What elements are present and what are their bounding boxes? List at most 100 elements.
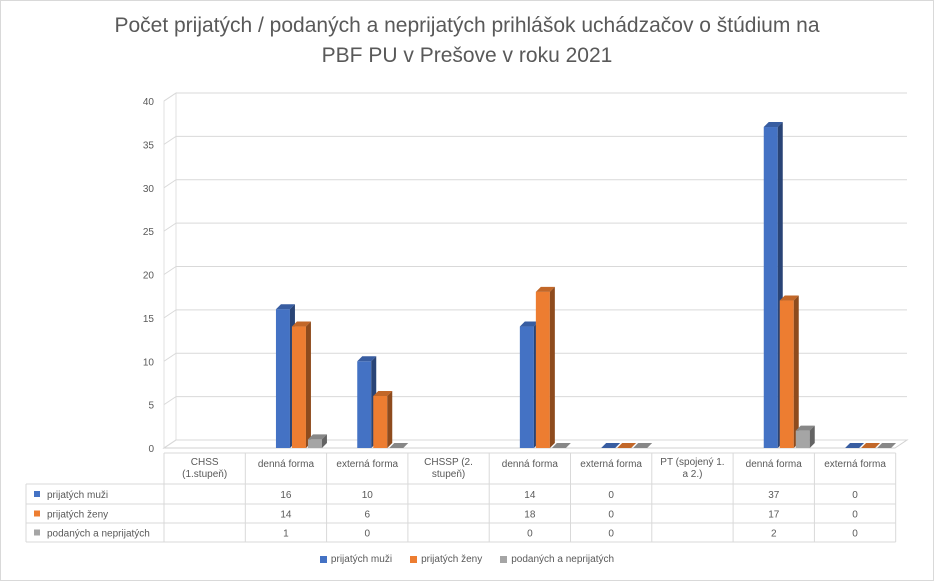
data-label: 2 xyxy=(771,529,777,540)
data-label: 14 xyxy=(524,490,536,501)
bar-top-face xyxy=(275,304,295,310)
y-tick-label: 0 xyxy=(148,444,154,455)
table-legend-key xyxy=(34,510,40,517)
y-tick-label: 10 xyxy=(143,357,155,368)
bar-top-face xyxy=(633,443,653,448)
y-tick-label: 35 xyxy=(143,140,155,151)
bar-side-face xyxy=(809,425,815,448)
legend-swatch xyxy=(319,556,327,563)
bar-top-face xyxy=(535,286,555,292)
data-label: 17 xyxy=(768,510,780,521)
legend-label: prijatých muži xyxy=(330,554,393,565)
chart-title: Počet prijatých / podaných a neprijatých… xyxy=(1,11,933,71)
data-label: 0 xyxy=(852,529,858,540)
legend-label: prijatých ženy xyxy=(421,554,483,565)
bar-top-face xyxy=(845,443,865,448)
bar-top-face xyxy=(519,321,539,327)
bar-top-face xyxy=(763,122,783,128)
legend-swatch xyxy=(500,556,508,563)
bar-top-face xyxy=(389,443,409,448)
data-label: 10 xyxy=(362,490,374,501)
legend-item: podaných a neprijatých xyxy=(500,554,614,565)
bar-top-face xyxy=(291,321,311,327)
data-label: 1 xyxy=(283,529,289,540)
table-legend-key xyxy=(34,491,40,497)
table-series-name: prijatých ženy xyxy=(47,510,108,521)
data-label: 0 xyxy=(364,529,370,540)
gridline-side xyxy=(163,222,177,232)
bar xyxy=(779,300,794,448)
legend-label: podaných a neprijatých xyxy=(511,554,615,565)
bar xyxy=(795,430,810,448)
x-category-label: stupeň) xyxy=(432,469,465,480)
y-tick-label: 20 xyxy=(143,271,155,282)
table-series-name: prijatých muži xyxy=(47,490,108,501)
bar xyxy=(373,395,388,448)
x-category-label: denná forma xyxy=(258,459,315,470)
bar xyxy=(307,439,322,448)
data-label: 0 xyxy=(852,510,858,521)
bar-top-face xyxy=(861,443,881,448)
y-tick-label: 15 xyxy=(143,314,155,325)
bar-side-face xyxy=(793,295,799,448)
data-label: 14 xyxy=(280,510,292,521)
x-category-label: externá forma xyxy=(336,459,398,470)
legend-item: prijatých ženy xyxy=(410,554,482,565)
data-label: 0 xyxy=(608,490,614,501)
bar xyxy=(519,326,534,448)
gridline-side xyxy=(163,396,177,406)
table-series-name: podaných a neprijatých xyxy=(47,529,150,540)
bar-top-face xyxy=(357,356,377,362)
x-category-label: CHSS xyxy=(191,457,219,468)
x-category-label: denná forma xyxy=(746,459,803,470)
bar-side-face xyxy=(321,434,327,448)
legend-item: prijatých muži xyxy=(319,554,393,565)
bar-side-face xyxy=(305,321,311,448)
data-label: 6 xyxy=(364,510,370,521)
bar-top-face xyxy=(601,443,621,448)
y-tick-label: 5 xyxy=(148,401,154,412)
x-category-label: (1.stupeň) xyxy=(182,469,227,480)
gridline-side xyxy=(163,309,177,319)
data-label: 0 xyxy=(608,529,614,540)
bar xyxy=(763,127,778,449)
gridline-side xyxy=(163,266,177,275)
bar-top-face xyxy=(877,443,897,448)
bar-top-face xyxy=(551,443,571,448)
legend-swatch xyxy=(410,556,418,563)
bar-top-face xyxy=(795,425,815,431)
x-category-label: PT (spojený 1. xyxy=(660,457,724,468)
chart-title-line-2: PBF PU v Prešove v roku 2021 xyxy=(321,44,613,67)
bar xyxy=(357,361,372,448)
data-label: 0 xyxy=(852,490,858,501)
bar-side-face xyxy=(549,286,555,448)
x-category-label: a 2.) xyxy=(682,469,702,480)
data-label: 0 xyxy=(527,529,533,540)
y-tick-label: 30 xyxy=(143,184,155,195)
bar-side-face xyxy=(387,390,393,448)
bar-top-face xyxy=(779,295,799,301)
gridline-side xyxy=(163,92,177,102)
data-label: 0 xyxy=(608,510,614,521)
data-label: 16 xyxy=(280,490,292,501)
data-label: 18 xyxy=(524,510,536,521)
bar xyxy=(291,326,306,448)
x-category-label: externá forma xyxy=(824,459,886,470)
gridline-side xyxy=(163,439,177,449)
bar xyxy=(535,291,550,448)
gridline-side xyxy=(163,179,177,189)
y-tick-label: 25 xyxy=(143,227,155,238)
x-category-label: externá forma xyxy=(580,459,642,470)
gridline-side xyxy=(163,135,177,145)
data-label: 37 xyxy=(768,490,780,501)
bar-top-face xyxy=(617,443,637,448)
chart-title-line-1: Počet prijatých / podaných a neprijatých… xyxy=(114,14,820,37)
x-category-label: CHSSP (2. xyxy=(424,457,473,468)
bar-top-face xyxy=(307,434,327,440)
table-legend-key xyxy=(34,529,40,536)
gridline-side xyxy=(163,352,177,362)
y-tick-label: 40 xyxy=(143,97,155,108)
bar-top-face xyxy=(373,390,393,396)
